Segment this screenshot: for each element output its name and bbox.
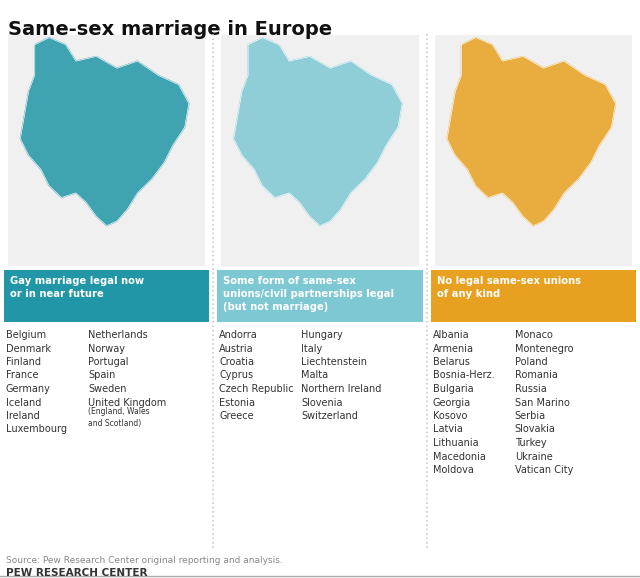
Text: Albania: Albania xyxy=(433,330,469,340)
Text: San Marino: San Marino xyxy=(515,398,570,407)
Text: Armenia: Armenia xyxy=(433,343,474,354)
Text: Northern Ireland: Northern Ireland xyxy=(301,384,381,394)
Text: Switzerland: Switzerland xyxy=(301,411,358,421)
Text: Same-sex marriage in Europe: Same-sex marriage in Europe xyxy=(8,20,332,39)
Bar xyxy=(221,35,419,266)
Text: Norway: Norway xyxy=(88,343,125,354)
Text: Russia: Russia xyxy=(515,384,547,394)
Text: Lithuania: Lithuania xyxy=(433,438,478,448)
Text: Belgium: Belgium xyxy=(6,330,46,340)
Text: Moldova: Moldova xyxy=(433,465,474,475)
Text: Some form of same-sex
unions/civil partnerships legal
(but not marriage): Some form of same-sex unions/civil partn… xyxy=(223,276,394,312)
Text: (England, Wales
and Scotland): (England, Wales and Scotland) xyxy=(88,407,150,428)
Text: Estonia: Estonia xyxy=(220,398,255,407)
Text: Georgia: Georgia xyxy=(433,398,471,407)
Bar xyxy=(435,35,632,266)
Text: PEW RESEARCH CENTER: PEW RESEARCH CENTER xyxy=(6,568,147,578)
Text: Italy: Italy xyxy=(301,343,323,354)
Text: United Kingdom: United Kingdom xyxy=(88,398,166,407)
Text: Austria: Austria xyxy=(220,343,254,354)
Text: Poland: Poland xyxy=(515,357,547,367)
Text: Gay marriage legal now
or in near future: Gay marriage legal now or in near future xyxy=(10,276,144,299)
Text: Denmark: Denmark xyxy=(6,343,51,354)
Bar xyxy=(8,35,205,266)
Text: Portugal: Portugal xyxy=(88,357,129,367)
Polygon shape xyxy=(447,38,616,225)
Text: Slovenia: Slovenia xyxy=(301,398,343,407)
Text: Serbia: Serbia xyxy=(515,411,546,421)
Text: Sweden: Sweden xyxy=(88,384,127,394)
Text: Finland: Finland xyxy=(6,357,41,367)
Text: Malta: Malta xyxy=(301,370,328,380)
Text: Romania: Romania xyxy=(515,370,557,380)
Text: Czech Republic: Czech Republic xyxy=(220,384,294,394)
Text: Andorra: Andorra xyxy=(220,330,258,340)
Text: Slovakia: Slovakia xyxy=(515,424,556,435)
Text: Latvia: Latvia xyxy=(433,424,463,435)
Bar xyxy=(431,270,636,322)
Text: Ireland: Ireland xyxy=(6,411,40,421)
Text: Iceland: Iceland xyxy=(6,398,42,407)
Bar xyxy=(4,270,209,322)
Text: Bosnia-Herz.: Bosnia-Herz. xyxy=(433,370,494,380)
Polygon shape xyxy=(20,38,189,225)
Text: Luxembourg: Luxembourg xyxy=(6,424,67,435)
Text: Monaco: Monaco xyxy=(515,330,552,340)
Text: Bulgaria: Bulgaria xyxy=(433,384,474,394)
Text: Montenegro: Montenegro xyxy=(515,343,573,354)
Text: Vatican City: Vatican City xyxy=(515,465,573,475)
Polygon shape xyxy=(234,38,402,225)
Bar xyxy=(218,270,422,322)
Text: Belarus: Belarus xyxy=(433,357,470,367)
Text: France: France xyxy=(6,370,38,380)
Text: Source: Pew Research Center original reporting and analysis.: Source: Pew Research Center original rep… xyxy=(6,556,283,565)
Text: Greece: Greece xyxy=(220,411,254,421)
Text: Macedonia: Macedonia xyxy=(433,451,486,461)
Text: Netherlands: Netherlands xyxy=(88,330,148,340)
Text: Liechtenstein: Liechtenstein xyxy=(301,357,367,367)
Text: Turkey: Turkey xyxy=(515,438,547,448)
Text: Cyprus: Cyprus xyxy=(220,370,253,380)
Text: Germany: Germany xyxy=(6,384,51,394)
Text: No legal same-sex unions
of any kind: No legal same-sex unions of any kind xyxy=(436,276,580,299)
Text: Croatia: Croatia xyxy=(220,357,254,367)
Text: Spain: Spain xyxy=(88,370,115,380)
Text: Hungary: Hungary xyxy=(301,330,343,340)
Text: Kosovo: Kosovo xyxy=(433,411,467,421)
Text: Ukraine: Ukraine xyxy=(515,451,552,461)
